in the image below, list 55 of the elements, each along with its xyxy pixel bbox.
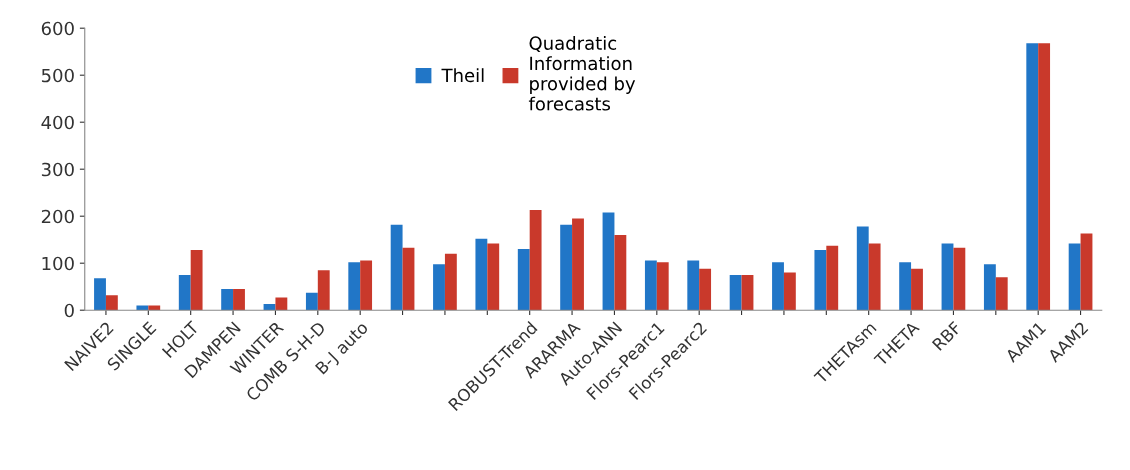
bar bbox=[687, 260, 700, 311]
bar bbox=[602, 212, 615, 311]
y-tick-label: 600 bbox=[41, 21, 74, 36]
bar bbox=[178, 274, 191, 311]
y-tick-label: 100 bbox=[42, 256, 74, 271]
bar bbox=[560, 224, 573, 311]
bar bbox=[1038, 43, 1051, 311]
bar bbox=[572, 218, 584, 311]
bar bbox=[868, 243, 881, 311]
bar bbox=[487, 243, 500, 311]
bar bbox=[275, 297, 288, 311]
bar bbox=[348, 262, 361, 311]
bar bbox=[941, 243, 954, 311]
bar bbox=[94, 278, 106, 311]
bar bbox=[983, 264, 996, 311]
bar bbox=[783, 272, 796, 311]
bar bbox=[1068, 243, 1081, 311]
legend-label: Theil bbox=[441, 68, 484, 83]
bar bbox=[699, 268, 712, 311]
y-tick-label: 200 bbox=[41, 209, 74, 224]
bar bbox=[190, 250, 203, 311]
bar bbox=[644, 260, 657, 311]
bar bbox=[317, 270, 330, 311]
bar bbox=[741, 274, 754, 311]
bar bbox=[233, 289, 245, 311]
bar bbox=[814, 250, 827, 311]
bar bbox=[390, 224, 403, 311]
bar bbox=[614, 235, 627, 311]
bar bbox=[953, 247, 966, 311]
bar bbox=[1080, 233, 1093, 311]
bar bbox=[1026, 43, 1039, 311]
y-tick-label: 300 bbox=[41, 162, 74, 177]
bar bbox=[729, 274, 742, 311]
bar bbox=[772, 262, 784, 311]
bar bbox=[826, 245, 839, 311]
bar bbox=[305, 292, 318, 311]
bar bbox=[433, 264, 445, 311]
bar bbox=[263, 304, 276, 311]
bar bbox=[105, 295, 118, 311]
bar bbox=[221, 289, 234, 311]
bar bbox=[444, 253, 457, 311]
bar bbox=[995, 277, 1008, 311]
bar bbox=[899, 262, 912, 311]
y-tick-label: 0 bbox=[64, 303, 74, 318]
bar bbox=[360, 260, 373, 311]
bar bbox=[856, 226, 869, 311]
bar bbox=[911, 268, 923, 311]
bar bbox=[656, 262, 669, 311]
bar bbox=[402, 247, 415, 311]
legend-label: Quadratic Information provided by forecasts bbox=[528, 35, 636, 111]
y-tick-label: 400 bbox=[41, 115, 74, 130]
bar bbox=[529, 210, 542, 311]
bar bbox=[475, 238, 488, 311]
y-tick-label: 500 bbox=[41, 68, 74, 83]
bar bbox=[517, 249, 530, 311]
